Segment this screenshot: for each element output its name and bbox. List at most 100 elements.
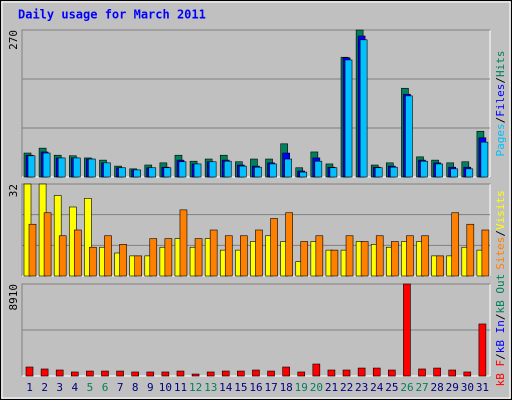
bar <box>270 218 278 277</box>
bar <box>466 223 475 277</box>
bar <box>193 163 202 178</box>
bar <box>208 161 217 178</box>
bar <box>481 229 490 277</box>
x-tick-label: 25 <box>385 381 398 394</box>
legend-item: Hits <box>494 51 507 78</box>
bar <box>28 223 37 277</box>
bar <box>179 209 188 277</box>
x-tick-label: 7 <box>117 381 124 394</box>
bar <box>134 255 142 277</box>
bar <box>450 168 459 178</box>
bar <box>390 166 398 178</box>
bar <box>327 369 336 377</box>
bar <box>206 371 215 377</box>
bar <box>403 283 411 377</box>
bar <box>43 212 52 277</box>
bar <box>163 167 172 178</box>
bar <box>360 241 369 277</box>
bar <box>420 160 428 178</box>
x-tick-label: 24 <box>370 381 384 394</box>
bar <box>421 235 429 277</box>
x-tick-label: 2 <box>41 381 48 394</box>
legend-item: Visits <box>494 190 507 230</box>
legend-item: kB F <box>494 360 507 387</box>
bar <box>359 39 368 178</box>
bar <box>252 369 260 377</box>
bar <box>42 152 51 178</box>
x-tick-label: 29 <box>446 381 459 394</box>
bar <box>448 369 457 377</box>
bar <box>344 59 353 178</box>
legend-separator: / <box>494 117 507 124</box>
x-tick-label: 4 <box>72 381 79 394</box>
bar <box>161 371 170 377</box>
bar <box>104 235 112 277</box>
bar <box>73 229 82 277</box>
bar <box>391 241 399 277</box>
bar <box>297 371 306 377</box>
legend-item: kB In <box>494 320 507 353</box>
bar <box>405 95 413 178</box>
bar <box>25 366 34 377</box>
bar <box>375 235 384 277</box>
x-tick-label: 15 <box>234 381 247 394</box>
bar <box>451 212 460 277</box>
x-tick-label: 13 <box>204 381 217 394</box>
x-tick-label: 3 <box>56 381 63 394</box>
bar <box>178 161 187 178</box>
bar <box>372 367 381 377</box>
legend-item: kB Out <box>494 274 507 314</box>
x-tick-label: 14 <box>219 381 233 394</box>
x-tick-label: 31 <box>476 381 489 394</box>
bar <box>55 369 64 377</box>
x-tick-label: 19 <box>295 381 308 394</box>
legend-item: Sites <box>494 237 507 270</box>
plot-area <box>21 29 491 178</box>
bar <box>221 370 230 377</box>
x-tick-label: 16 <box>249 381 262 394</box>
bar <box>463 371 472 377</box>
bar <box>40 368 49 377</box>
chart-title: Daily usage for March 2011 <box>18 8 206 22</box>
bar <box>148 167 157 178</box>
bar <box>255 229 263 277</box>
bar <box>89 246 97 277</box>
legend-separator: / <box>494 77 507 84</box>
x-tick-label: 17 <box>264 381 277 394</box>
x-tick-label: 18 <box>280 381 293 394</box>
x-tick-label: 21 <box>325 381 338 394</box>
legend-item: Pages <box>494 123 507 156</box>
x-tick-label: 8 <box>132 381 139 394</box>
legend-item: Files <box>494 84 507 117</box>
bar <box>435 163 443 178</box>
bar <box>237 370 245 377</box>
x-tick-label: 27 <box>415 381 428 394</box>
y-tick-label: 270 <box>7 30 20 50</box>
bar <box>88 158 96 178</box>
bar <box>240 235 248 277</box>
bar <box>164 238 173 277</box>
x-tick-label: 22 <box>340 381 353 394</box>
bar <box>131 371 139 377</box>
bar <box>72 157 81 178</box>
bar <box>480 141 489 178</box>
bar <box>101 370 109 377</box>
bar <box>119 244 127 277</box>
y-tick-label: 32 <box>7 184 20 197</box>
bar <box>478 323 487 377</box>
bar <box>345 235 354 277</box>
bar <box>27 155 36 178</box>
bar <box>312 363 321 377</box>
bar <box>209 229 218 277</box>
x-tick-label: 28 <box>431 381 444 394</box>
x-tick-label: 11 <box>174 381 187 394</box>
bar <box>406 235 414 277</box>
legend-separator: / <box>494 313 507 320</box>
bar <box>194 238 203 277</box>
x-tick-label: 12 <box>189 381 202 394</box>
bar <box>58 235 67 277</box>
legend-separator: / <box>494 353 507 360</box>
